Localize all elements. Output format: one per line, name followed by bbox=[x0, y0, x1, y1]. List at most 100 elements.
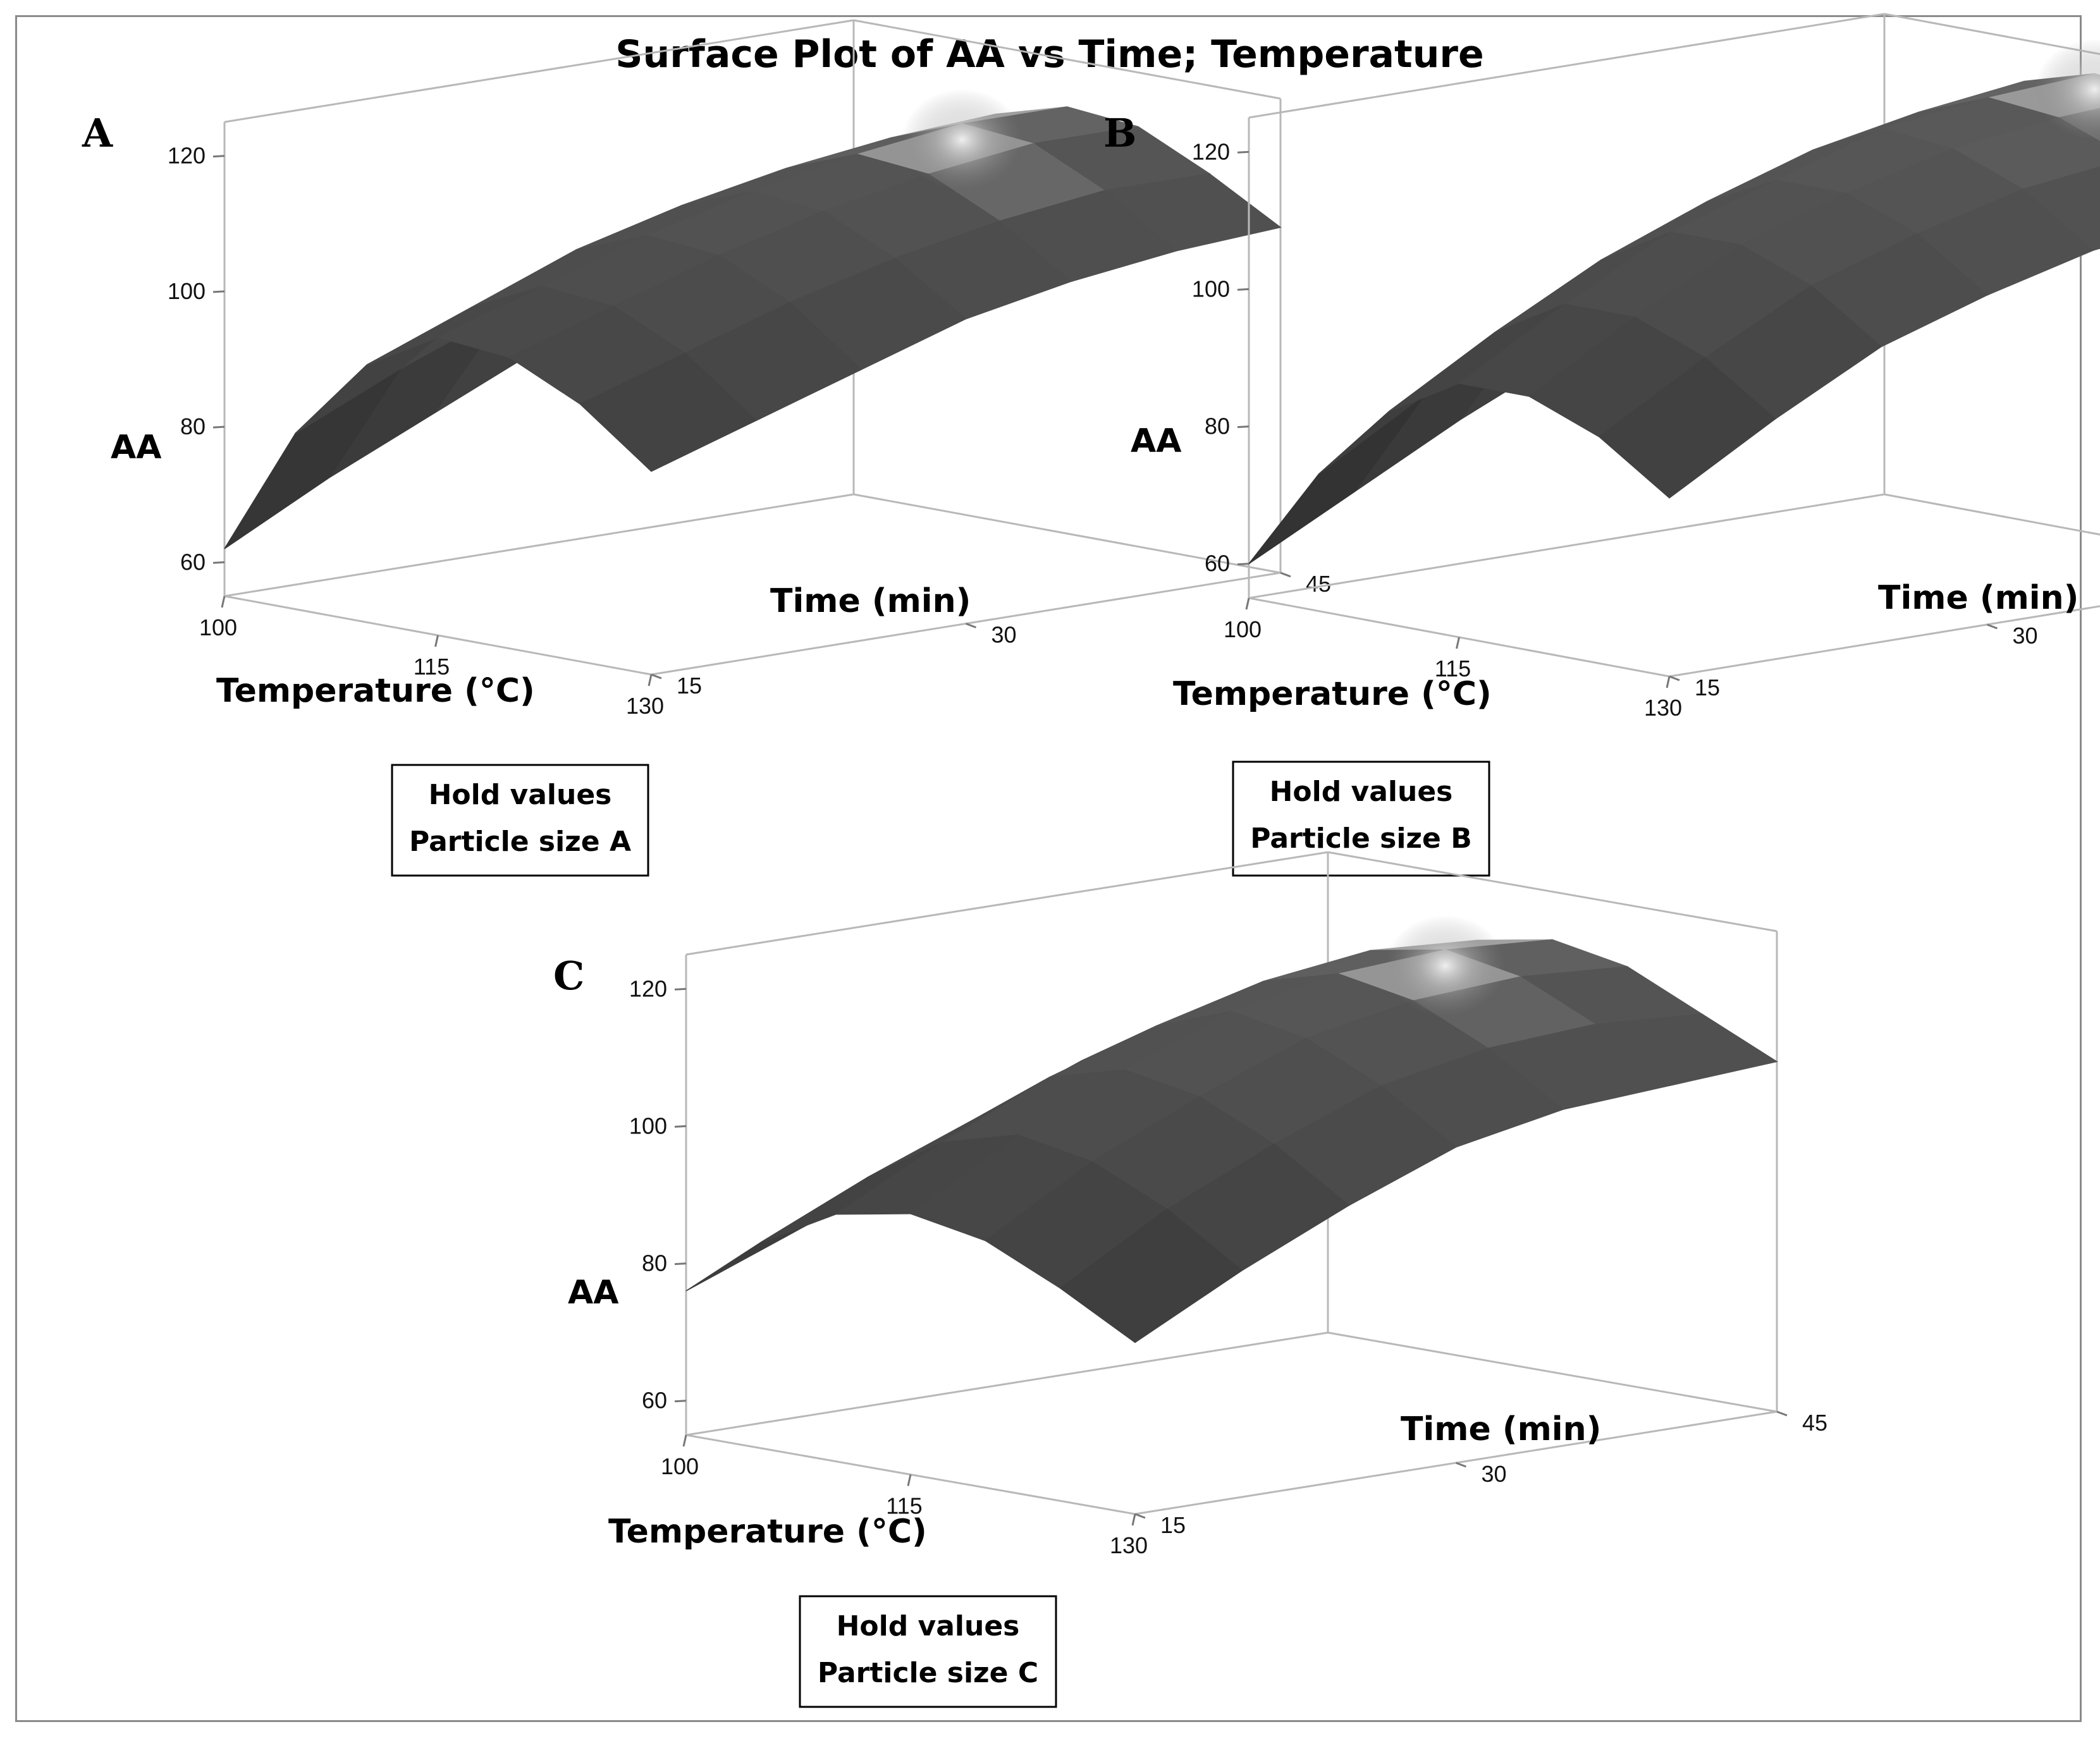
z-tick-mark bbox=[1237, 288, 1250, 291]
box-edge bbox=[1248, 493, 1885, 599]
x-tick-mark bbox=[682, 1434, 687, 1447]
y-tick-mark bbox=[1669, 675, 1680, 681]
x-axis-title: Temperature (°C) bbox=[216, 672, 535, 710]
box-edge bbox=[685, 1331, 1329, 1436]
box-edge bbox=[853, 493, 1281, 574]
z-tick-mark bbox=[674, 1400, 687, 1403]
hold-values-line: Hold values bbox=[1270, 776, 1453, 808]
surface-highlight bbox=[1385, 915, 1506, 1017]
x-axis-title: Temperature (°C) bbox=[608, 1513, 927, 1551]
box-edge bbox=[1248, 13, 1885, 119]
z-tick-label: 100 bbox=[1192, 276, 1230, 302]
x-tick-label: 100 bbox=[199, 614, 237, 640]
hold-values-line: Particle size B bbox=[1250, 822, 1471, 855]
panel-a: 60 80 100 120 AA 100 115 130 Temperature (°C) 15 3… bbox=[82, 19, 1331, 877]
z-tick-label: 60 bbox=[180, 549, 206, 575]
z-axis-title: AA bbox=[568, 1274, 619, 1312]
surface-patch bbox=[1059, 1208, 1243, 1343]
y-tick-label: 30 bbox=[992, 622, 1017, 648]
z-axis: 60 80 100 120 AA bbox=[568, 975, 687, 1414]
y-tick-mark bbox=[1776, 1410, 1788, 1417]
box-edge bbox=[853, 19, 1281, 100]
z-tick-label: 120 bbox=[629, 975, 667, 1001]
x-tick-label: 130 bbox=[1110, 1532, 1148, 1558]
hold-values-frame bbox=[391, 764, 649, 877]
z-tick-mark bbox=[674, 1125, 687, 1128]
box-edge bbox=[685, 851, 1329, 956]
x-tick-label: 115 bbox=[414, 654, 450, 680]
hold-values-frame bbox=[1232, 761, 1490, 877]
y-tick-mark bbox=[1455, 1462, 1467, 1468]
y-axis-title: Time (min) bbox=[1878, 579, 2079, 617]
z-tick-label: 120 bbox=[168, 143, 206, 169]
hold-values-line: Particle size C bbox=[818, 1657, 1038, 1689]
y-tick-label: 15 bbox=[1695, 675, 1720, 700]
panel-letter: A bbox=[82, 110, 113, 156]
box-edge bbox=[224, 19, 854, 123]
surface-patch bbox=[1248, 394, 1425, 565]
z-axis-title: AA bbox=[1131, 422, 1182, 460]
y-axis-title: Time (min) bbox=[770, 582, 971, 620]
hold-values-box: Hold values Particle size C bbox=[799, 1595, 1057, 1708]
hold-values-box: Hold values Particle size B bbox=[1232, 761, 1490, 877]
x-tick-mark bbox=[434, 635, 439, 647]
z-tick-label: 120 bbox=[1192, 138, 1230, 164]
surface-patch bbox=[224, 368, 401, 549]
panel-letter: C bbox=[553, 953, 584, 999]
box-edge bbox=[1884, 493, 2100, 536]
x-tick-mark bbox=[221, 596, 226, 608]
y-tick-mark bbox=[1280, 571, 1291, 578]
y-tick-label: 15 bbox=[677, 673, 702, 699]
y-axis: 15 30 45 Time (min) bbox=[651, 571, 1331, 699]
z-tick-label: 100 bbox=[168, 278, 206, 304]
x-tick-label: 100 bbox=[1224, 616, 1262, 642]
surface bbox=[1248, 39, 2100, 565]
panel-b: 60 80 100 120 AA 100 115 130 Temperature (°C) 15 3… bbox=[1103, 13, 2100, 877]
y-tick-label: 30 bbox=[1482, 1461, 1507, 1487]
x-tick-label: 130 bbox=[626, 693, 664, 719]
y-tick-label: 30 bbox=[2013, 623, 2038, 649]
x-tick-mark bbox=[1666, 676, 1671, 688]
z-tick-mark bbox=[212, 155, 225, 158]
z-tick-label: 80 bbox=[1205, 413, 1230, 439]
surface bbox=[685, 915, 1778, 1343]
y-tick-mark bbox=[1134, 1513, 1146, 1519]
surface-highlight bbox=[902, 89, 1022, 190]
x-axis: 100 115 130 Temperature (°C) bbox=[199, 596, 664, 719]
z-tick-mark bbox=[212, 290, 225, 293]
y-tick-mark bbox=[965, 623, 977, 628]
box-edge bbox=[224, 493, 854, 597]
z-tick-mark bbox=[212, 561, 225, 564]
y-tick-mark bbox=[651, 673, 662, 680]
x-tick-mark bbox=[1456, 637, 1460, 649]
x-axis-title: Temperature (°C) bbox=[1173, 675, 1492, 713]
panel-c: 60 80 100 120 AA 100 115 130 Temperature (°C) 15 3… bbox=[553, 851, 1827, 1708]
x-tick-mark bbox=[1131, 1513, 1136, 1526]
y-axis-title: Time (min) bbox=[1401, 1410, 1601, 1448]
hold-values-box: Hold values Particle size A bbox=[391, 764, 649, 877]
y-tick-label: 45 bbox=[1306, 571, 1331, 597]
x-tick-label: 115 bbox=[886, 1493, 922, 1519]
z-tick-label: 80 bbox=[180, 413, 206, 439]
z-tick-label: 80 bbox=[642, 1250, 667, 1276]
x-tick-label: 100 bbox=[661, 1453, 699, 1479]
surface bbox=[224, 89, 1282, 549]
x-tick-mark bbox=[1245, 597, 1250, 610]
z-axis: 60 80 100 120 AA bbox=[111, 143, 225, 575]
y-tick-label: 45 bbox=[1802, 1410, 1827, 1436]
z-tick-label: 60 bbox=[642, 1388, 667, 1414]
x-tick-mark bbox=[907, 1474, 912, 1486]
z-axis: 60 80 100 120 AA bbox=[1131, 138, 1250, 577]
x-tick-mark bbox=[648, 674, 653, 687]
panels-group: 60 80 100 120 AA 100 115 130 Temperature (°C) 15 3… bbox=[82, 13, 2100, 1708]
z-axis-title: AA bbox=[111, 429, 162, 467]
hold-values-line: Hold values bbox=[837, 1610, 1020, 1642]
figure-title: Surface Plot of AA vs Time; Temperature bbox=[615, 32, 1483, 76]
z-tick-label: 100 bbox=[629, 1113, 667, 1139]
hold-values-line: Hold values bbox=[429, 779, 612, 811]
panel-letter: B bbox=[1103, 110, 1136, 156]
z-tick-label: 60 bbox=[1205, 551, 1230, 577]
